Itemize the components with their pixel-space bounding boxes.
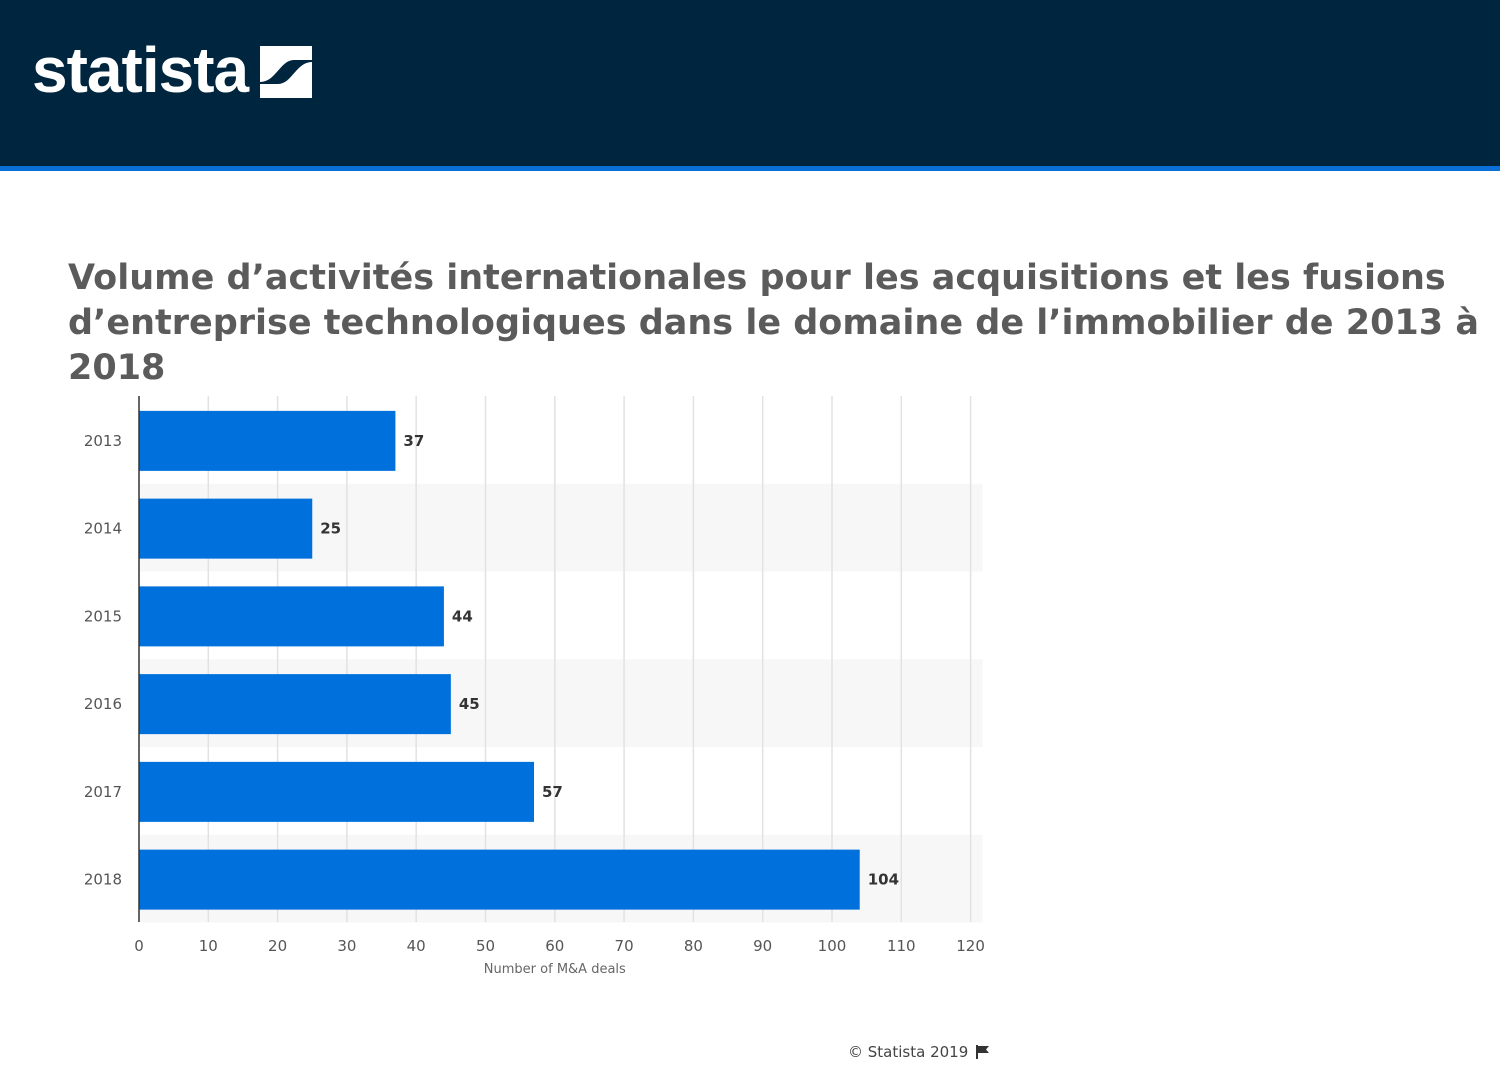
header-bar: statista bbox=[0, 0, 1500, 171]
copyright-text: © Statista 2019 bbox=[848, 1043, 969, 1061]
x-tick-label: 60 bbox=[545, 937, 564, 955]
x-tick-label: 20 bbox=[268, 937, 287, 955]
category-label: 2015 bbox=[84, 607, 122, 625]
bar-2013[interactable] bbox=[139, 410, 396, 471]
x-tick-label: 100 bbox=[818, 937, 847, 955]
gridlines bbox=[207, 396, 972, 922]
x-tick-label: 90 bbox=[753, 937, 772, 955]
bar-2017[interactable] bbox=[139, 761, 535, 822]
bar-2016[interactable] bbox=[139, 674, 451, 735]
x-tick-labels: 0 10 20 30 40 50 60 70 80 90 100 110 120 bbox=[134, 937, 985, 955]
value-label: 104 bbox=[868, 871, 899, 889]
x-tick-label: 80 bbox=[684, 937, 703, 955]
statista-slash-icon bbox=[260, 46, 313, 98]
category-label: 2017 bbox=[84, 783, 122, 801]
category-label: 2013 bbox=[84, 432, 122, 450]
value-label: 37 bbox=[403, 432, 424, 450]
value-labels: 37 25 44 45 57 104 bbox=[320, 432, 899, 889]
statista-logo[interactable]: statista bbox=[32, 34, 313, 106]
category-label: 2014 bbox=[84, 520, 122, 538]
bar-2014[interactable] bbox=[139, 498, 313, 559]
x-tick-label: 70 bbox=[615, 937, 634, 955]
value-label: 45 bbox=[459, 695, 480, 713]
x-axis-title: Number of M&A deals bbox=[484, 962, 626, 977]
value-label: 57 bbox=[542, 783, 563, 801]
bars bbox=[139, 410, 860, 910]
category-label: 2018 bbox=[84, 871, 122, 889]
category-labels: 2013 2014 2015 2016 2017 2018 bbox=[84, 432, 122, 889]
flag-icon[interactable] bbox=[975, 1044, 991, 1060]
footer: © Statista 2019 bbox=[848, 1043, 991, 1061]
category-label: 2016 bbox=[84, 695, 122, 713]
x-tick-label: 10 bbox=[199, 937, 218, 955]
x-tick-label: 110 bbox=[887, 937, 916, 955]
value-label: 44 bbox=[452, 607, 473, 625]
x-tick-label: 0 bbox=[134, 937, 144, 955]
chart-title: Volume d’activités internationales pour … bbox=[68, 258, 1479, 388]
x-tick-label: 40 bbox=[407, 937, 426, 955]
x-tick-label: 120 bbox=[956, 937, 985, 955]
value-label: 25 bbox=[320, 520, 341, 538]
bar-2015[interactable] bbox=[139, 586, 444, 647]
logo-text: statista bbox=[32, 34, 249, 106]
x-tick-label: 50 bbox=[476, 937, 495, 955]
bar-2018[interactable] bbox=[139, 849, 860, 910]
x-tick-label: 30 bbox=[337, 937, 356, 955]
